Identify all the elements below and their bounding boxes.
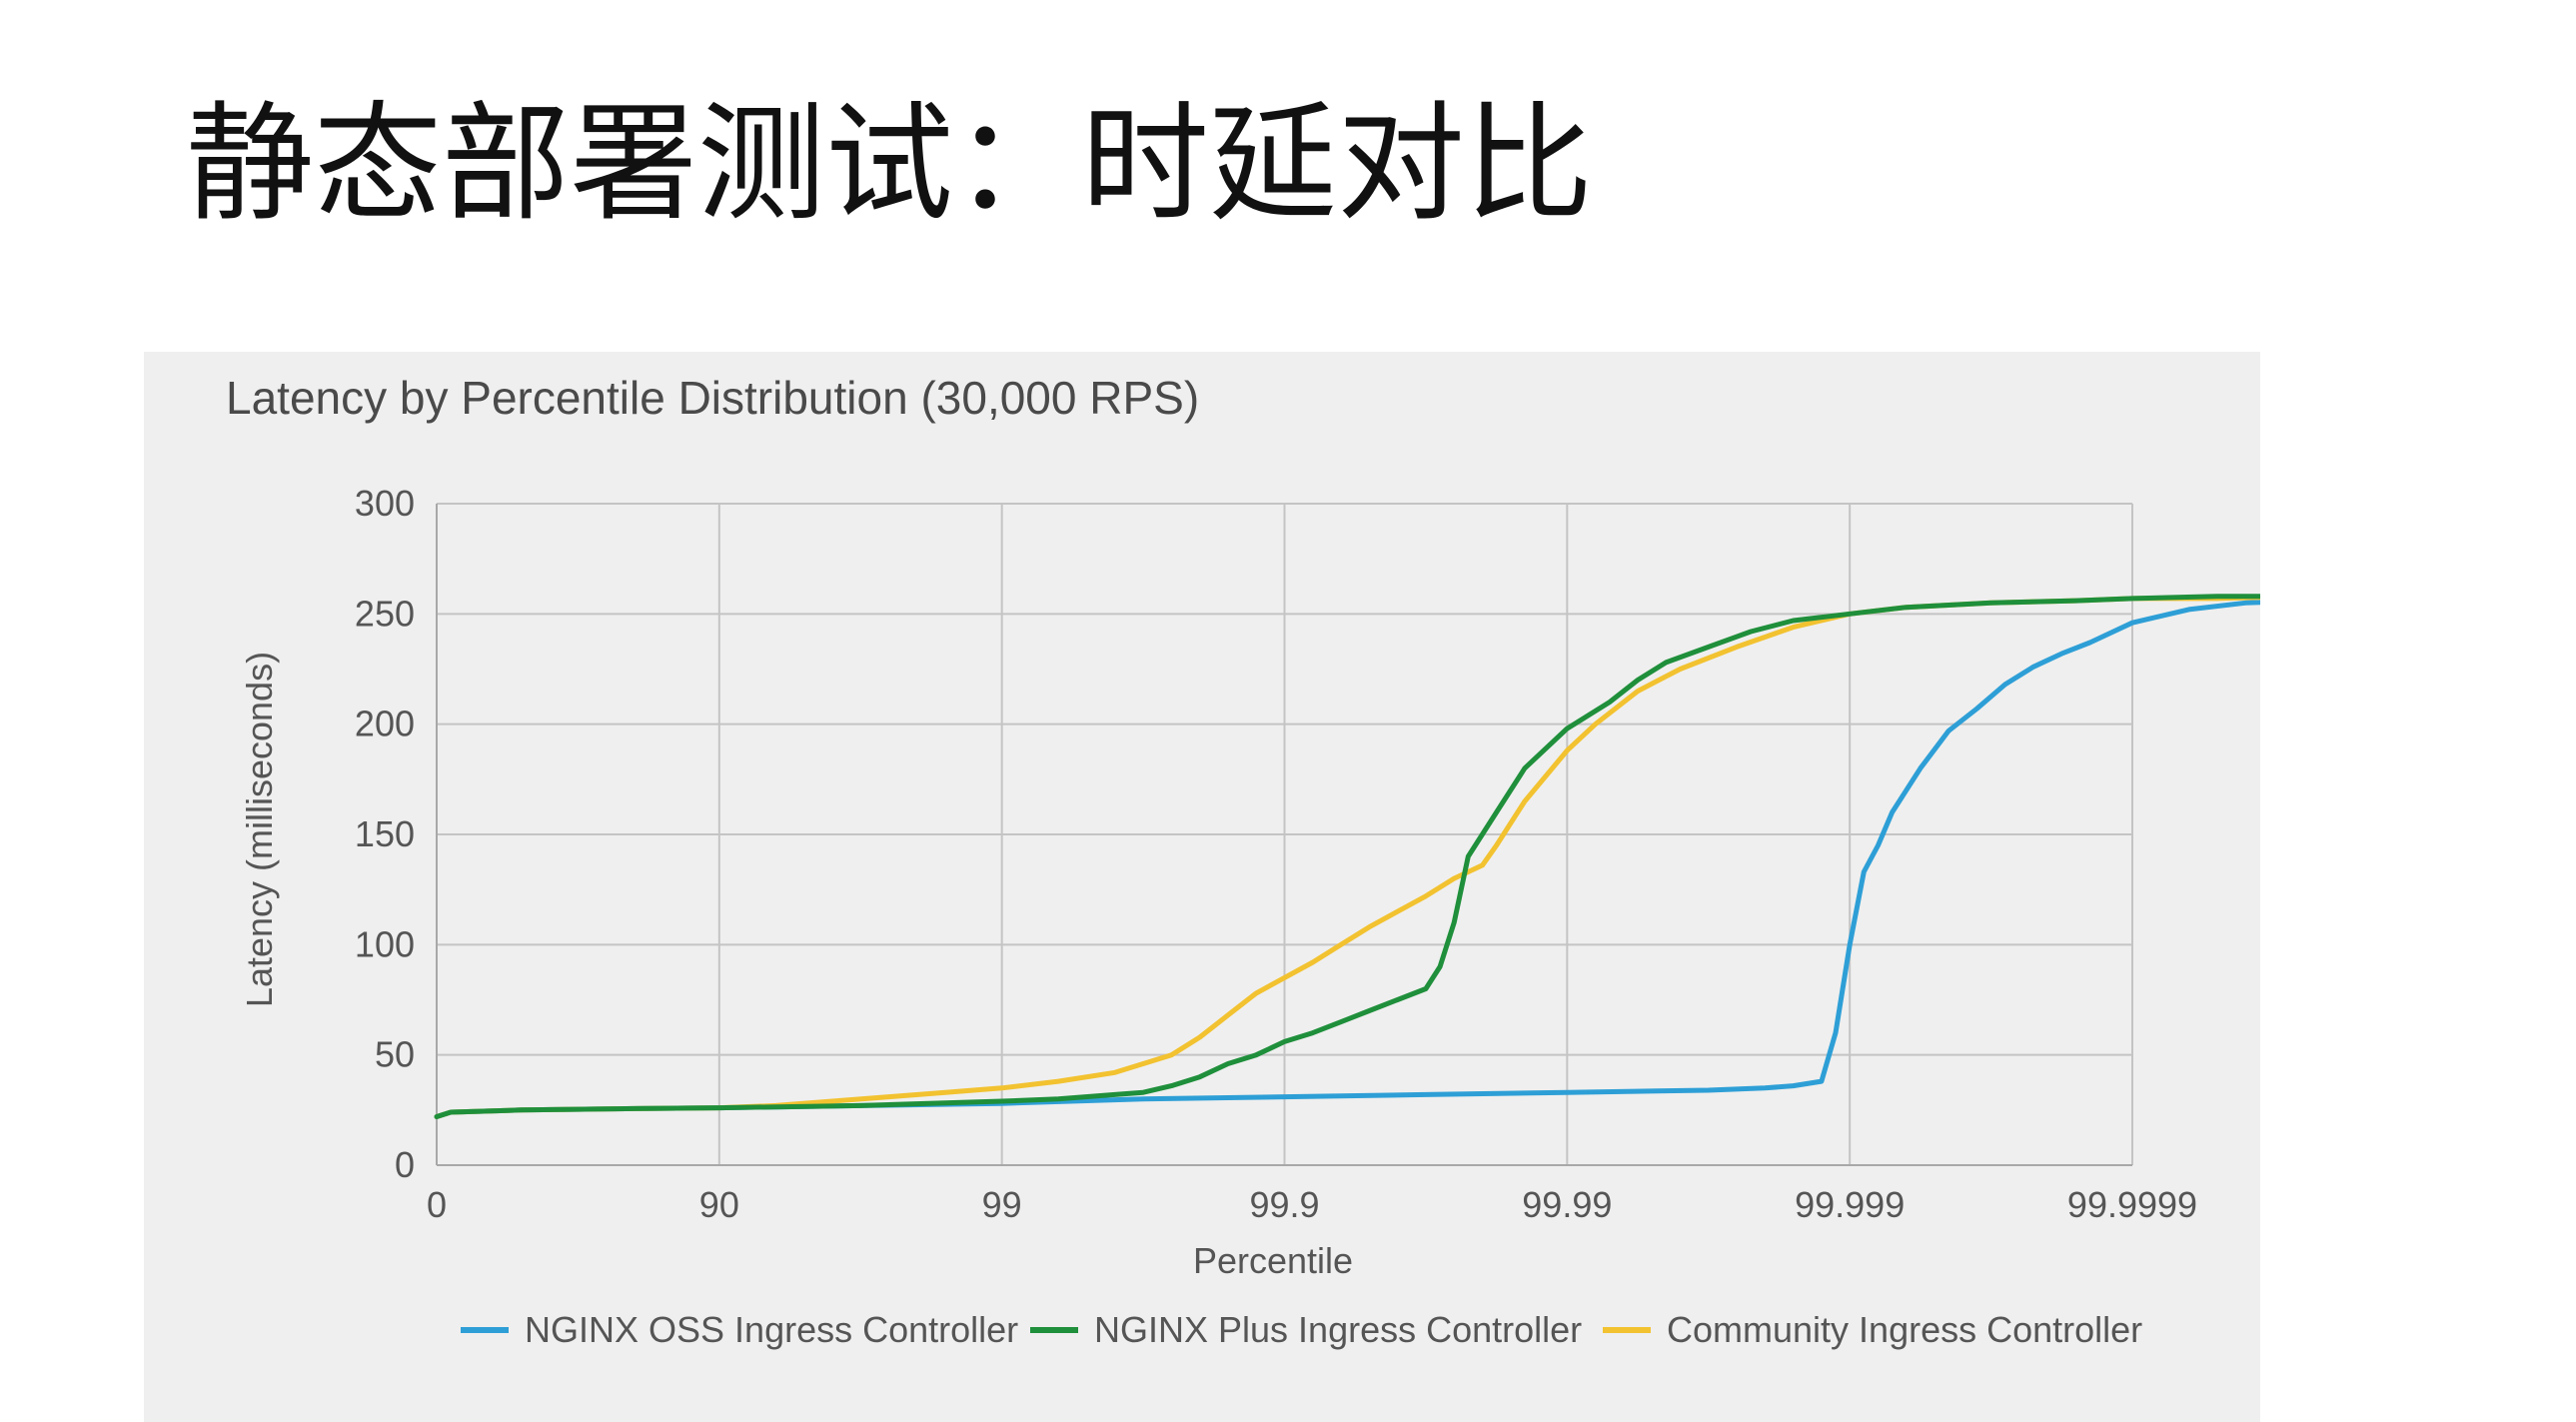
series-line-2 (434, 594, 2260, 1119)
y-tick-label: 50 (375, 1034, 415, 1075)
y-tick-label: 300 (355, 483, 415, 524)
y-tick-label: 100 (355, 923, 415, 964)
legend-label: NGINX Plus Ingress Controller (1094, 1309, 1582, 1350)
x-tick-label: 0 (427, 1184, 447, 1225)
x-tick-label: 90 (699, 1184, 739, 1225)
y-tick-label: 200 (355, 704, 415, 744)
y-tick-label: 0 (395, 1144, 415, 1185)
gridlines (436, 503, 2133, 1166)
x-tick-label: 99.999 (1795, 1184, 1905, 1225)
x-tick-label: 99 (982, 1184, 1022, 1225)
y-tick-label: 250 (355, 593, 415, 634)
y-axis-title: Latency (milliseconds) (239, 652, 280, 1007)
x-tick-label: 99.99 (1522, 1184, 1612, 1225)
legend-label: Community Ingress Controller (1667, 1309, 2142, 1350)
latency-chart: Latency by Percentile Distribution (30,0… (226, 372, 2260, 1350)
legend-label: NGINX OSS Ingress Controller (525, 1309, 1018, 1350)
x-tick-label: 99.9 (1249, 1184, 1319, 1225)
series-line-1 (434, 600, 2260, 1119)
slide-title: 静态部署测试：时延对比 (186, 90, 1594, 239)
x-tick-label: 99.9999 (2067, 1184, 2197, 1225)
chart-title: Latency by Percentile Distribution (30,0… (226, 372, 1199, 424)
x-axis-title: Percentile (1193, 1240, 1353, 1281)
series-lines (434, 594, 2260, 1119)
legend: NGINX OSS Ingress Controller NGINX Plus I… (461, 1309, 2142, 1350)
chart-panel: Latency by Percentile Distribution (30,0… (144, 352, 2260, 1422)
series-line-3 (434, 595, 2260, 1119)
y-tick-label: 150 (355, 813, 415, 854)
